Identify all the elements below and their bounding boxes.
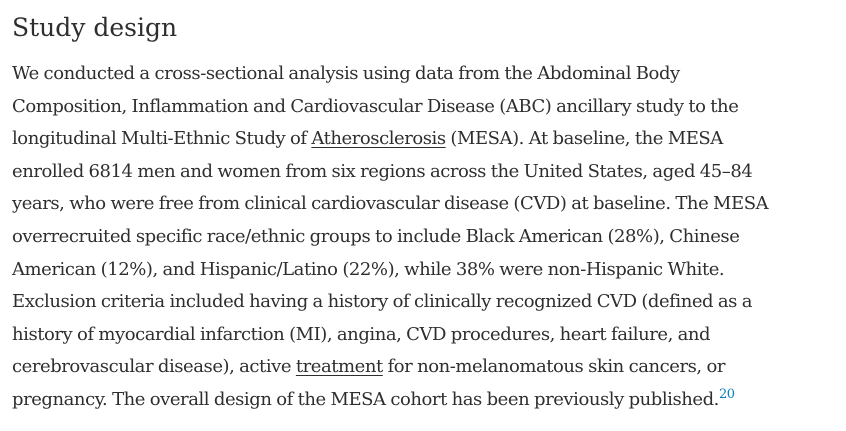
paragraph-line-11: pregnancy. The overall design of the MES… [12, 384, 840, 417]
paragraph-line-3: longitudinal Multi-Ethnic Study of Ather… [12, 123, 840, 156]
paragraph-line-9: history of myocardial infarction (MI), a… [12, 323, 711, 345]
paragraph-text: longitudinal Multi-Ethnic Study of [12, 128, 312, 150]
paragraph-line-10: cerebrovascular disease), active treatme… [12, 351, 840, 384]
treatment-link[interactable]: treatment [295, 356, 383, 378]
paragraph-text: for non-melanomatous skin cancers, or [382, 356, 726, 378]
paragraph-line-5: years, who were free from clinical cardi… [12, 193, 769, 215]
atherosclerosis-link[interactable]: Atherosclerosis [311, 128, 446, 150]
section-paragraph: We conducted a cross-sectional analysis … [12, 58, 840, 417]
paragraph-text: pregnancy. The overall design of the MES… [12, 388, 719, 410]
paragraph-text: (MESA). At baseline, the MESA [445, 128, 723, 150]
paragraph-line-2: Composition, Inflammation and Cardiovasc… [12, 95, 739, 117]
paragraph-line-6: overrecruited specific race/ethnic group… [12, 225, 740, 247]
paragraph-line-8: Exclusion criteria included having a his… [12, 291, 753, 313]
study-design-section: Study design We conducted a cross-sectio… [12, 8, 840, 417]
paragraph-line-4: enrolled 6814 men and women from six reg… [12, 160, 753, 182]
section-heading: Study design [12, 13, 178, 42]
paragraph-line-7: American (12%), and Hispanic/Latino (22%… [12, 258, 725, 280]
reference-20-link[interactable]: 20 [718, 386, 735, 402]
paragraph-line-1: We conducted a cross-sectional analysis … [12, 63, 680, 84]
paragraph-text: cerebrovascular disease), active [12, 356, 296, 378]
